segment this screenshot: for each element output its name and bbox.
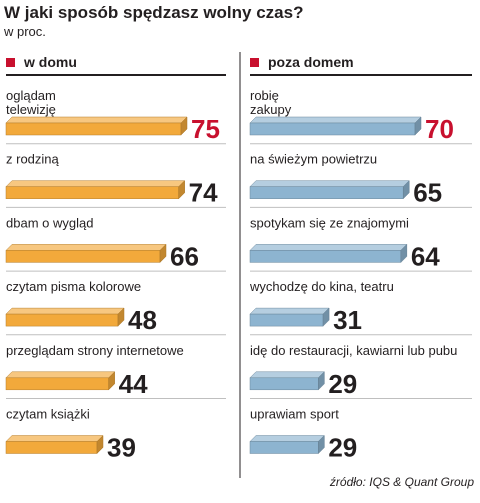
bar bbox=[5, 441, 98, 454]
category-label: telewizję bbox=[6, 102, 56, 117]
bar-top bbox=[5, 244, 167, 251]
bar-top bbox=[5, 435, 104, 442]
category-label: czytam pisma kolorowe bbox=[6, 279, 141, 294]
chart-subtitle: w proc. bbox=[4, 24, 46, 39]
bar-top bbox=[249, 371, 325, 379]
category-label: oglądam bbox=[6, 88, 56, 103]
bar bbox=[5, 313, 119, 327]
category-label: robię bbox=[250, 88, 279, 103]
bar-top bbox=[249, 180, 410, 187]
bar-side bbox=[402, 180, 410, 200]
category-label: czytam książki bbox=[6, 407, 90, 422]
data-label: 65 bbox=[413, 178, 442, 208]
category-label: z rodziną bbox=[6, 152, 60, 167]
bar-side bbox=[414, 116, 422, 136]
bar bbox=[249, 441, 319, 454]
bar-side bbox=[318, 434, 325, 455]
bar bbox=[249, 186, 404, 199]
bar bbox=[249, 313, 324, 327]
bar-top bbox=[5, 371, 116, 379]
category-label: dbam o wygląd bbox=[6, 215, 93, 230]
chart-title: W jaki sposób spędzasz wolny czas? bbox=[4, 3, 304, 22]
bar-top bbox=[249, 307, 330, 315]
bar-top bbox=[249, 244, 408, 251]
legend-swatch bbox=[250, 58, 259, 67]
category-label: wychodzę do kina, teatru bbox=[249, 279, 394, 294]
bar-top bbox=[5, 180, 186, 187]
data-label: 64 bbox=[411, 241, 440, 271]
bar-top bbox=[5, 307, 125, 315]
data-label: 66 bbox=[170, 241, 199, 271]
data-label: 29 bbox=[328, 369, 357, 399]
bar-top bbox=[249, 116, 422, 124]
source-note: źródło: IQS & Quant Group bbox=[329, 475, 474, 489]
bar bbox=[5, 122, 182, 136]
bar-side bbox=[108, 371, 115, 391]
bar-top bbox=[249, 435, 325, 442]
bar-side bbox=[96, 434, 104, 455]
legend-label: w domu bbox=[23, 54, 77, 70]
bar bbox=[5, 250, 161, 263]
category-label: idę do restauracji, kawiarni lub pubu bbox=[250, 343, 457, 358]
bar-side bbox=[318, 371, 325, 391]
bar bbox=[249, 377, 319, 391]
legend-swatch bbox=[6, 58, 15, 67]
bar-side bbox=[400, 243, 408, 264]
data-label: 74 bbox=[189, 178, 218, 208]
bar-side bbox=[180, 116, 188, 136]
bar-side bbox=[117, 307, 125, 327]
bar bbox=[249, 250, 402, 263]
category-label: spotykam się ze znajomymi bbox=[250, 215, 409, 230]
bar bbox=[5, 186, 179, 199]
legend-label: poza domem bbox=[268, 54, 354, 70]
category-label: przeglądam strony internetowe bbox=[6, 343, 184, 358]
data-label: 44 bbox=[119, 369, 148, 399]
data-label: 31 bbox=[333, 305, 362, 335]
category-label: na świeżym powietrzu bbox=[250, 152, 377, 167]
bar-side bbox=[178, 180, 185, 200]
bar bbox=[249, 122, 416, 136]
data-label: 39 bbox=[107, 433, 136, 463]
category-label: zakupy bbox=[250, 102, 292, 117]
bar-side bbox=[159, 243, 167, 264]
data-label: 29 bbox=[328, 433, 357, 463]
bar bbox=[5, 377, 109, 391]
data-label: 48 bbox=[128, 305, 157, 335]
data-label: 75 bbox=[191, 114, 220, 144]
bar-top bbox=[5, 116, 188, 124]
data-label: 70 bbox=[425, 114, 454, 144]
category-label: uprawiam sport bbox=[250, 407, 339, 422]
bar-side bbox=[322, 307, 330, 327]
